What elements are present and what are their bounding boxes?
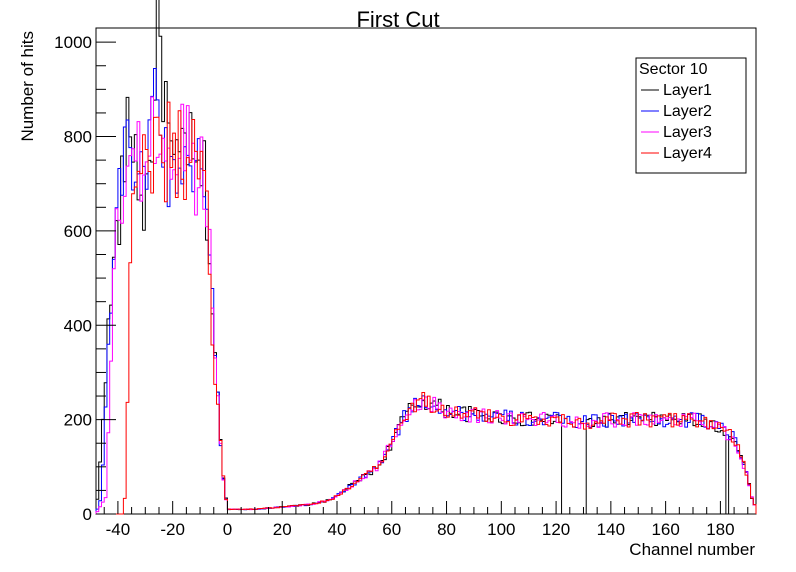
- x-axis-title: Channel number: [629, 540, 755, 559]
- legend-title: Sector 10: [639, 61, 708, 78]
- y-tick-label: 400: [64, 316, 92, 335]
- series-layer: [95, 0, 757, 515]
- y-tick-label: 0: [83, 505, 92, 524]
- legend-entries: Layer1 Layer2 Layer3 Layer4: [641, 82, 712, 162]
- legend-label: Layer2: [663, 103, 712, 120]
- y-tick-label: 600: [64, 222, 92, 241]
- y-tick-label: 1000: [54, 33, 92, 52]
- x-tick-label: 180: [706, 520, 734, 539]
- x-tick-label: 40: [328, 520, 347, 539]
- y-tick-label: 200: [64, 411, 92, 430]
- series-layer3: [95, 96, 757, 514]
- x-tick-label: 140: [597, 520, 625, 539]
- y-axis: 0 200 400 600 800 1000: [54, 33, 116, 524]
- series-layer4: [96, 101, 757, 515]
- x-tick-label: 160: [651, 520, 679, 539]
- x-tick-label: 20: [273, 520, 292, 539]
- legend: Sector 10 Layer1 Layer2 Layer3 Layer4: [635, 57, 747, 174]
- legend-box: [635, 57, 747, 174]
- x-tick-label: 80: [437, 520, 456, 539]
- y-axis-title: Number of hits: [18, 31, 37, 142]
- y-tick-label: 800: [64, 128, 92, 147]
- plot-frame: [95, 27, 757, 515]
- legend-label: Layer3: [663, 124, 712, 141]
- x-tick-label: -20: [160, 520, 185, 539]
- x-axis: -40 -20 0 20 40 60 80 100 120 140 160 180: [103, 501, 749, 539]
- x-tick-label: 120: [542, 520, 570, 539]
- x-tick-label: -40: [106, 520, 131, 539]
- x-tick-label: 60: [382, 520, 401, 539]
- x-tick-label: 100: [487, 520, 515, 539]
- legend-label: Layer1: [663, 82, 712, 99]
- chart-title: First Cut: [356, 7, 439, 32]
- legend-label: Layer4: [663, 145, 712, 162]
- x-tick-label: 0: [223, 520, 232, 539]
